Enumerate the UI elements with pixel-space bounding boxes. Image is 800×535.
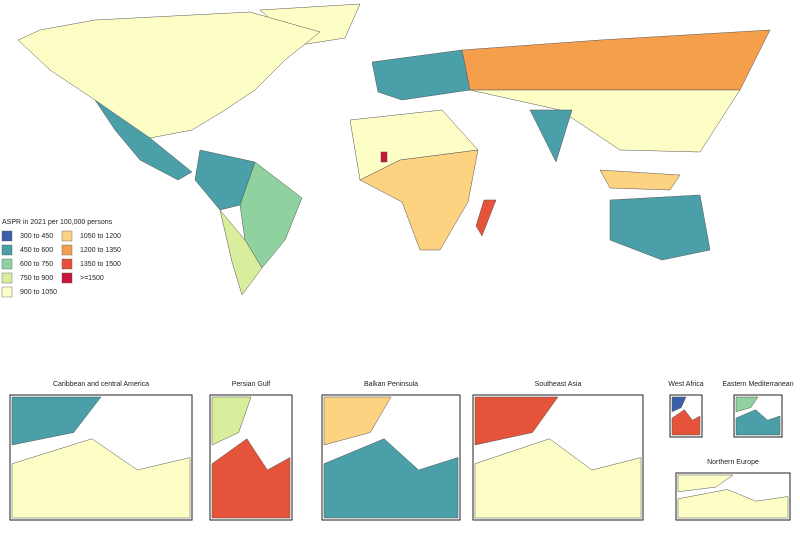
asia xyxy=(469,89,741,153)
legend-swatch xyxy=(1,272,13,284)
southeast-asia xyxy=(599,169,681,191)
inset-land xyxy=(671,409,701,436)
legend-swatch xyxy=(1,230,13,242)
inset-land xyxy=(677,489,789,519)
inset-title: Balkan Peninsula xyxy=(364,381,418,388)
legend-swatch xyxy=(61,244,73,256)
insets: Caribbean and central America Persian Gul… xyxy=(9,381,794,521)
russia xyxy=(461,29,771,91)
legend-swatch xyxy=(1,244,13,256)
madagascar xyxy=(475,199,497,237)
legend-label: 750 to 900 xyxy=(20,275,53,282)
legend-swatch xyxy=(61,230,73,242)
legend-title: ASPR in 2021 per 100,000 persons xyxy=(2,219,113,226)
inset-land xyxy=(211,438,291,519)
inset-land xyxy=(671,396,687,413)
inset-title: Southeast Asia xyxy=(535,381,582,388)
inset-title: Eastern Mediterranean xyxy=(722,381,793,388)
legend-label: 1350 to 1500 xyxy=(80,261,121,268)
legend-label: 300 to 450 xyxy=(20,233,53,240)
inset-title: West Africa xyxy=(668,381,703,388)
inset-land xyxy=(735,396,759,413)
inset-land xyxy=(474,396,559,446)
legend-label: 1200 to 1350 xyxy=(80,247,121,254)
central-america xyxy=(94,99,193,181)
india xyxy=(529,109,573,163)
south-america-south xyxy=(219,209,263,296)
legend: ASPR in 2021 per 100,000 persons 300 to … xyxy=(1,219,121,298)
inset-title: Northern Europe xyxy=(707,459,759,466)
inset-title: Persian Gulf xyxy=(232,381,271,388)
legend-label: >=1500 xyxy=(80,275,104,282)
inset-land xyxy=(211,396,252,446)
australia xyxy=(609,194,711,261)
europe xyxy=(371,49,471,101)
inset-land xyxy=(11,396,102,446)
inset-land xyxy=(677,474,734,493)
south-america-north xyxy=(194,149,256,211)
inset-land xyxy=(11,438,191,519)
africa-south xyxy=(359,149,479,251)
legend-swatch xyxy=(61,272,73,284)
legend-swatch xyxy=(1,286,13,298)
legend-label: 1050 to 1200 xyxy=(80,233,121,240)
legend-swatch xyxy=(1,258,13,270)
inset-land xyxy=(474,438,642,519)
inset-land xyxy=(323,438,459,519)
legend-label: 600 to 750 xyxy=(20,261,53,268)
inset-title: Caribbean and central America xyxy=(53,381,149,388)
inset-land xyxy=(735,409,781,436)
ghana xyxy=(380,151,388,163)
legend-label: 900 to 1050 xyxy=(20,289,57,296)
legend-label: 450 to 600 xyxy=(20,247,53,254)
legend-swatch xyxy=(61,258,73,270)
inset-land xyxy=(323,396,392,446)
north-america xyxy=(17,11,321,139)
world-map xyxy=(17,3,771,296)
